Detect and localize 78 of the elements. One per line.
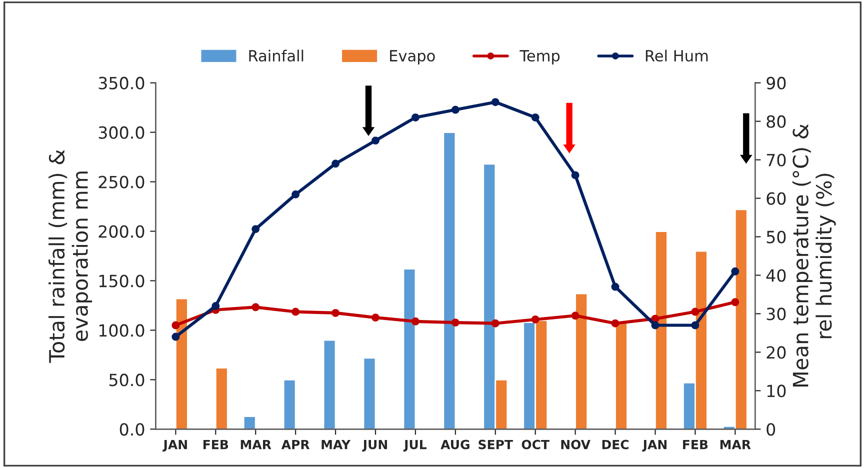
- legend-label: Evapo: [390, 50, 435, 65]
- y-tick-label: 100.0: [99, 324, 144, 337]
- point: [611, 282, 620, 291]
- point: [172, 332, 180, 341]
- point: [212, 302, 220, 310]
- legend-label: Temp: [520, 50, 560, 65]
- y2-tick-label: 0: [766, 423, 776, 436]
- point: [372, 136, 380, 145]
- point: [411, 113, 420, 122]
- point: [332, 160, 340, 168]
- point: [731, 298, 740, 306]
- x-tick-label: JAN: [162, 440, 187, 452]
- point: [252, 303, 260, 312]
- bar: [282, 378, 296, 430]
- bar: [242, 416, 256, 430]
- y-tick-label: 150.0: [99, 274, 144, 288]
- point: [451, 106, 460, 114]
- x-tick-label: FEB: [683, 440, 708, 450]
- point: [332, 308, 340, 317]
- y2-tick-label: 90: [766, 76, 786, 90]
- point: [491, 319, 500, 328]
- point: [252, 225, 260, 234]
- point: [571, 171, 580, 180]
- point: [691, 321, 700, 330]
- point: [531, 113, 540, 122]
- y-tick-label: 250.0: [98, 176, 144, 188]
- x-tick-label: NOV: [561, 440, 590, 450]
- y2-tick-label: 10: [767, 384, 786, 398]
- y-tick-label: 300.0: [98, 126, 144, 139]
- bar: [322, 339, 336, 430]
- legend-label: Rainfall: [249, 50, 304, 62]
- x-tick-label: AUG: [440, 440, 470, 450]
- y2-tick-label: 20: [766, 346, 786, 359]
- point: [372, 314, 380, 322]
- y-tick-label: 200.0: [98, 225, 144, 238]
- point: [611, 319, 620, 328]
- x-tick-label: DEC: [602, 440, 629, 450]
- x-tick-label: MAY: [322, 440, 351, 450]
- x-tick-label: JAN: [642, 440, 666, 452]
- y2-tick-label: 80: [766, 115, 786, 128]
- x-tick-label: JUL: [403, 440, 426, 452]
- x-tick-label: OCT: [522, 440, 550, 450]
- y2-axis-title: Mean temperature (°C) & rel humidity (%): [792, 124, 836, 386]
- x-tick-label: FEB: [203, 440, 228, 450]
- point: [451, 318, 460, 327]
- point: [571, 312, 580, 320]
- x-tick-label: JUN: [362, 440, 387, 452]
- y-tick-label: 50.0: [109, 374, 144, 386]
- legend-label: Rel Hum: [646, 50, 708, 62]
- point: [411, 317, 420, 326]
- bar: [214, 367, 228, 430]
- x-tick-label: SEPT: [478, 440, 513, 450]
- point: [531, 315, 540, 324]
- point: [292, 190, 300, 198]
- bar: [362, 357, 376, 430]
- bar: [574, 292, 588, 430]
- point: [691, 308, 700, 316]
- point: [491, 98, 500, 106]
- y-tick-label: 350.0: [98, 76, 144, 90]
- bar: [402, 268, 416, 430]
- x-tick-label: APR: [281, 440, 310, 450]
- point: [292, 308, 300, 316]
- y-axis-title: Total rainfall (mm) & evaporation mm: [48, 150, 92, 363]
- y2-tick-label: 40: [766, 269, 786, 282]
- x-tick-label: MAR: [240, 440, 272, 450]
- point: [651, 321, 660, 330]
- y2-tick-label: 70: [766, 154, 786, 166]
- y-tick-label: 0.0: [120, 423, 144, 436]
- y2-tick-label: 50: [766, 230, 786, 244]
- bar: [442, 132, 456, 430]
- point: [731, 267, 740, 276]
- y2-tick-label: 30: [766, 308, 786, 320]
- y2-tick-label: 60: [766, 192, 786, 205]
- x-tick-label: MAR: [720, 440, 751, 450]
- bar: [654, 230, 668, 430]
- point: [172, 321, 180, 330]
- bar: [174, 298, 188, 430]
- bar: [614, 322, 628, 430]
